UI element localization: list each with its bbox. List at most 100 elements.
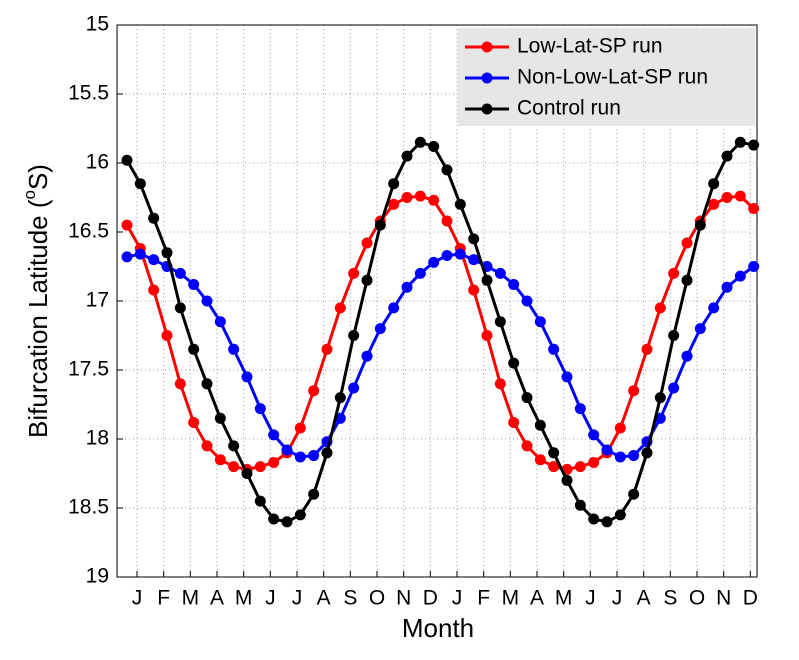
data-point xyxy=(668,330,680,341)
data-point xyxy=(534,316,546,328)
data-point xyxy=(654,392,666,404)
data-point xyxy=(121,251,133,263)
data-point xyxy=(148,284,160,296)
data-point xyxy=(601,516,613,528)
data-point xyxy=(348,267,360,279)
data-point xyxy=(361,274,373,286)
x-axis-label: Month xyxy=(402,613,474,643)
x-tick-label: A xyxy=(530,587,544,610)
data-point xyxy=(521,440,533,452)
data-point xyxy=(401,281,413,293)
data-point xyxy=(441,215,453,227)
y-label-sup: o xyxy=(20,190,39,199)
data-point xyxy=(214,454,226,466)
y-label-part: Bifurcation Latitude ( xyxy=(23,199,53,438)
data-point xyxy=(228,461,240,473)
y-tick-label: 18.5 xyxy=(68,496,109,519)
legend-label: Low-Lat-SP run xyxy=(517,35,663,58)
data-point xyxy=(548,461,560,473)
legend-label: Non-Low-Lat-SP run xyxy=(517,66,708,89)
x-tick-label: M xyxy=(235,587,253,610)
data-point xyxy=(548,343,560,355)
data-point xyxy=(534,454,546,466)
data-point xyxy=(241,371,253,383)
data-point xyxy=(348,382,360,394)
data-point xyxy=(188,416,200,428)
x-tick-label: N xyxy=(396,587,411,610)
data-point xyxy=(161,330,173,341)
data-point xyxy=(374,219,386,231)
data-point xyxy=(748,139,760,151)
data-point xyxy=(481,330,493,341)
data-point xyxy=(614,451,626,463)
data-point xyxy=(308,488,320,500)
data-point xyxy=(454,248,466,260)
data-point xyxy=(134,248,146,260)
data-point xyxy=(494,316,506,328)
x-tick-label: A xyxy=(637,587,651,610)
data-point xyxy=(574,461,586,473)
x-tick-label: N xyxy=(716,587,731,610)
x-tick-label: O xyxy=(689,587,705,610)
data-point xyxy=(334,302,346,314)
y-tick-label: 15.5 xyxy=(68,82,109,105)
data-point xyxy=(388,178,400,190)
data-point xyxy=(494,378,506,390)
data-point xyxy=(214,412,226,424)
data-point xyxy=(508,357,520,369)
data-point xyxy=(708,178,720,190)
legend-marker xyxy=(481,72,493,84)
data-point xyxy=(348,330,360,341)
data-point xyxy=(468,233,480,245)
data-point xyxy=(294,451,306,463)
data-point xyxy=(388,302,400,314)
data-point xyxy=(308,385,320,397)
data-point xyxy=(281,444,293,456)
data-point xyxy=(214,316,226,328)
data-point xyxy=(521,295,533,307)
x-tick-label: J xyxy=(585,587,596,610)
data-point xyxy=(174,302,186,314)
legend-marker xyxy=(481,41,493,53)
x-tick-label: A xyxy=(210,587,224,610)
x-tick-label: D xyxy=(743,587,758,610)
y-tick-label: 16.5 xyxy=(68,220,109,243)
data-point xyxy=(574,499,586,511)
data-point xyxy=(588,429,600,441)
data-point xyxy=(708,302,720,314)
x-tick-label: J xyxy=(292,587,303,610)
y-tick-label: 15 xyxy=(86,13,109,36)
data-point xyxy=(441,249,453,261)
x-tick-label: J xyxy=(452,587,463,610)
data-point xyxy=(374,323,386,335)
y-tick-label: 19 xyxy=(86,565,109,588)
data-point xyxy=(361,237,373,249)
data-point xyxy=(468,254,480,266)
x-tick-label: J xyxy=(132,587,143,610)
data-point xyxy=(241,468,253,479)
data-point xyxy=(588,513,600,525)
series-line xyxy=(126,252,755,459)
data-point xyxy=(694,323,706,335)
data-point xyxy=(734,270,746,282)
data-point xyxy=(468,284,480,296)
data-point xyxy=(321,343,333,355)
x-tick-label: D xyxy=(423,587,438,610)
data-point xyxy=(334,392,346,404)
data-point xyxy=(668,267,680,279)
data-point xyxy=(454,198,466,210)
data-point xyxy=(681,237,693,249)
data-point xyxy=(268,513,280,525)
data-point xyxy=(174,378,186,390)
data-point xyxy=(388,198,400,210)
data-point xyxy=(188,278,200,290)
data-point xyxy=(121,219,133,231)
data-point xyxy=(334,412,346,424)
data-point xyxy=(721,192,733,203)
data-point xyxy=(721,150,733,162)
data-point xyxy=(561,371,573,383)
data-point xyxy=(734,136,746,148)
data-point xyxy=(614,422,626,434)
data-point xyxy=(654,302,666,314)
data-point xyxy=(201,378,213,390)
